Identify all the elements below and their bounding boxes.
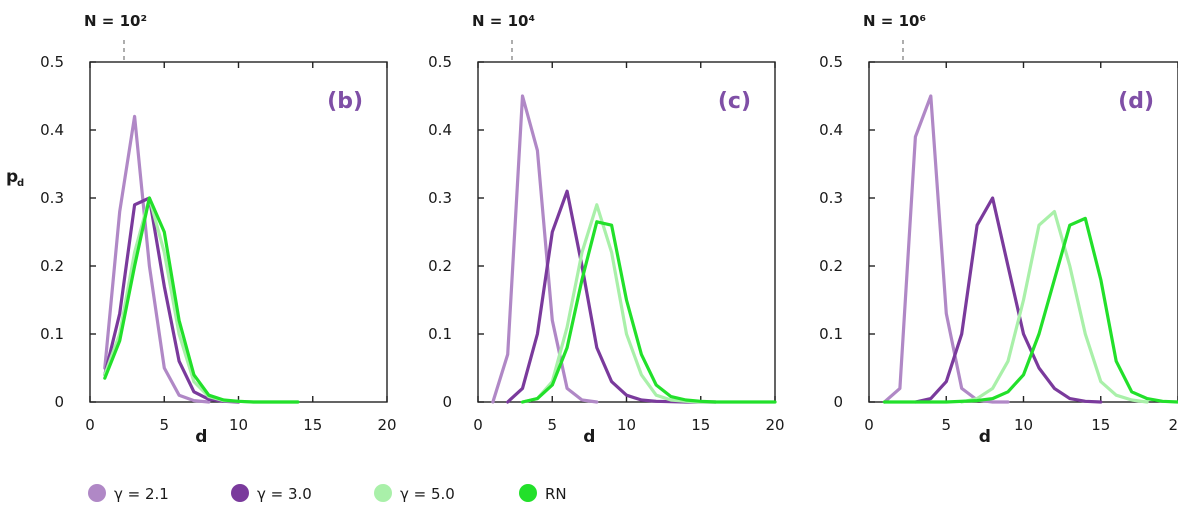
x-tick-label: 0 xyxy=(85,416,95,434)
legend-item-g21: γ = 2.1 xyxy=(88,484,169,503)
series-line-g30 xyxy=(103,196,241,404)
panel-label: (c) xyxy=(718,89,751,114)
y-tick-label: 0.3 xyxy=(40,189,64,207)
y-axis-label: p xyxy=(6,167,18,187)
y-tick-label: 0.5 xyxy=(40,53,64,71)
panel-c: 0 0.1 0.2 0.3 0.4 0.5 0 5 10 15 20 d N = 10⁴ (c) xyxy=(428,12,784,447)
series-line-g30 xyxy=(913,196,1103,404)
series-line-g50 xyxy=(960,210,1149,404)
legend-label: γ = 5.0 xyxy=(400,485,455,503)
y-tick-label: 0.2 xyxy=(428,257,452,275)
legend-label: γ = 2.1 xyxy=(114,485,169,503)
x-tick-label: 15 xyxy=(1091,416,1110,434)
y-axis-label-subscript: d xyxy=(17,178,24,189)
series-line-rn xyxy=(103,196,300,404)
y-tick-label: 0.4 xyxy=(428,121,452,139)
y-tick-label: 0.2 xyxy=(40,257,64,275)
y-tick-label: 0.5 xyxy=(428,53,452,71)
series-line-g21 xyxy=(882,94,1010,404)
legend-item-g30: γ = 3.0 xyxy=(231,484,312,503)
x-tick-label: 0 xyxy=(473,416,483,434)
y-tick-label: 0.4 xyxy=(819,121,843,139)
legend-swatch xyxy=(88,484,106,502)
y-tick-label: 0 xyxy=(442,393,452,411)
x-tick-label: 10 xyxy=(1014,416,1033,434)
panel-title: N = 10² xyxy=(84,12,147,30)
y-tick-label: 0.3 xyxy=(428,189,452,207)
x-tick-label: 10 xyxy=(617,416,636,434)
x-tick-label: 20 xyxy=(1168,416,1178,434)
legend-swatch xyxy=(231,484,249,502)
series-line-g21 xyxy=(491,94,599,404)
panel-b: 0 0.1 0.2 0.3 0.4 0.5 0 5 10 15 20 d N = 10² (b) xyxy=(40,12,396,447)
x-tick-label: 10 xyxy=(229,416,248,434)
x-axis-label: d xyxy=(583,427,595,447)
panel-title: N = 10⁶ xyxy=(863,12,926,30)
x-axis-label: d xyxy=(979,427,991,447)
y-tick-label: 0 xyxy=(54,393,64,411)
y-tick-label: 0.1 xyxy=(819,325,843,343)
series-line-g50 xyxy=(520,203,718,404)
y-tick-label: 0.3 xyxy=(819,189,843,207)
x-tick-label: 20 xyxy=(377,416,396,434)
legend-item-rn: RN xyxy=(519,484,567,503)
series-line-g21 xyxy=(103,114,211,404)
series-line-g30 xyxy=(506,189,718,404)
legend: γ = 2.1 γ = 3.0 γ = 5.0 RN xyxy=(88,484,567,503)
x-tick-label: 5 xyxy=(941,416,951,434)
x-tick-label: 15 xyxy=(303,416,322,434)
x-tick-label: 5 xyxy=(159,416,169,434)
panel-d: 0 0.1 0.2 0.3 0.4 0.5 0 5 10 15 20 d N = 10⁶ (d) xyxy=(819,12,1178,447)
series-line-rn xyxy=(882,216,1178,404)
legend-label: γ = 3.0 xyxy=(257,485,312,503)
y-tick-label: 0 xyxy=(833,393,843,411)
y-tick-label: 0.1 xyxy=(40,325,64,343)
legend-swatch xyxy=(519,484,537,502)
legend-label: RN xyxy=(545,485,567,503)
panel-label: (d) xyxy=(1118,89,1154,114)
x-tick-label: 15 xyxy=(691,416,710,434)
x-tick-label: 20 xyxy=(765,416,784,434)
panel-title: N = 10⁴ xyxy=(472,12,535,30)
legend-swatch xyxy=(374,484,392,502)
series-line-g50 xyxy=(103,196,300,404)
y-tick-label: 0.1 xyxy=(428,325,452,343)
x-tick-label: 5 xyxy=(547,416,557,434)
y-tick-label: 0.4 xyxy=(40,121,64,139)
series-line-rn xyxy=(520,220,777,404)
legend-item-g50: γ = 5.0 xyxy=(374,484,455,503)
y-tick-label: 0.5 xyxy=(819,53,843,71)
x-tick-label: 0 xyxy=(864,416,874,434)
x-axis-label: d xyxy=(195,427,207,447)
panel-label: (b) xyxy=(327,89,363,114)
y-tick-label: 0.2 xyxy=(819,257,843,275)
